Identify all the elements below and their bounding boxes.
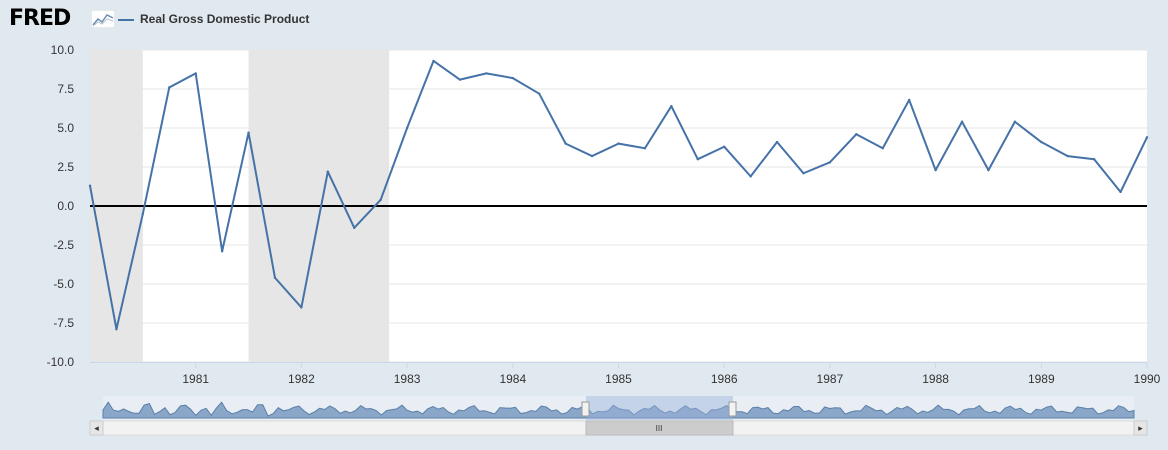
navigator-right-handle[interactable] (728, 401, 737, 417)
navigator-series-area (102, 401, 1135, 419)
y-axis: 10.0 7.5 5.0 2.5 0.0 -2.5 -5.0 -7.5 -10.0 (47, 43, 75, 369)
scrollbar-thumb[interactable] (585, 420, 734, 436)
scrollbar-left-button[interactable] (89, 420, 104, 436)
data-point (907, 98, 911, 102)
data-point (643, 147, 647, 150)
data-point (1066, 154, 1069, 158)
data-point (775, 140, 779, 144)
data-point (485, 72, 488, 75)
y-tick-label: 0.0 (57, 199, 74, 213)
data-point (538, 92, 541, 95)
data-point (881, 147, 884, 150)
data-point (802, 172, 805, 175)
data-point (696, 158, 699, 161)
data-point (855, 133, 858, 136)
data-point (220, 250, 224, 253)
x-tick-label: 1988 (922, 372, 949, 386)
data-point (1119, 190, 1122, 194)
navigator-selected-range[interactable] (586, 396, 733, 420)
x-tick-label: 1981 (182, 372, 209, 386)
data-point (300, 306, 303, 309)
data-point (141, 212, 145, 215)
scroll-left-arrow-icon: ◂ (94, 423, 99, 433)
x-axis: 1981 1982 1983 1984 1985 1986 1987 1988 1989 1990 (182, 362, 1161, 386)
scroll-right-arrow-icon: ▸ (1138, 423, 1143, 433)
data-point (353, 226, 356, 230)
data-point (617, 142, 620, 145)
x-tick-label: 1987 (817, 372, 844, 386)
x-tick-label: 1984 (499, 372, 526, 386)
data-point (115, 328, 118, 331)
data-point (723, 145, 726, 148)
y-tick-label: -2.5 (53, 238, 74, 252)
x-tick-label: 1983 (394, 372, 421, 386)
data-point (749, 175, 752, 178)
data-point (590, 154, 594, 158)
data-point (432, 59, 435, 63)
y-tick-label: -5.0 (53, 277, 74, 291)
data-point (379, 198, 382, 201)
y-tick-label: -7.5 (53, 316, 74, 330)
x-tick-label: 1985 (605, 372, 632, 386)
x-tick-label: 1990 (1134, 372, 1161, 386)
x-tick-label: 1989 (1028, 372, 1055, 386)
scrollbar-grip: III (656, 424, 663, 433)
data-point (564, 142, 567, 145)
fred-logo-graph-icon (91, 10, 115, 28)
x-tick-label: 1986 (711, 372, 738, 386)
data-point (511, 76, 514, 80)
data-point (1040, 140, 1043, 144)
y-tick-label: 7.5 (57, 82, 74, 96)
data-point (828, 161, 832, 164)
data-point (670, 104, 673, 108)
data-point (405, 126, 409, 130)
chart-header: FRED Real Gross Domestic Product (0, 0, 1168, 40)
data-point (247, 131, 250, 134)
fred-logo[interactable]: FRED (9, 6, 71, 31)
x-tick-label: 1982 (288, 372, 315, 386)
series-layer (88, 59, 1149, 331)
data-point (934, 168, 937, 172)
data-point (273, 276, 277, 279)
data-point (168, 86, 171, 89)
y-tick-label: 5.0 (57, 121, 74, 135)
data-point (1013, 120, 1017, 123)
data-point (326, 170, 330, 173)
data-point (88, 184, 92, 187)
data-point (458, 78, 462, 81)
legend-series-swatch (118, 19, 134, 21)
y-tick-label: 2.5 (57, 160, 74, 174)
data-point (960, 120, 964, 123)
data-point (1092, 158, 1096, 161)
y-tick-label: -10.0 (47, 355, 75, 369)
scrollbar-right-button[interactable] (1133, 420, 1148, 436)
data-point (987, 168, 990, 172)
navigator-left-handle[interactable] (581, 401, 590, 417)
data-point (194, 72, 197, 75)
y-tick-label: 10.0 (51, 43, 75, 57)
data-point (1145, 136, 1149, 139)
legend-series-label: Real Gross Domestic Product (140, 12, 310, 26)
